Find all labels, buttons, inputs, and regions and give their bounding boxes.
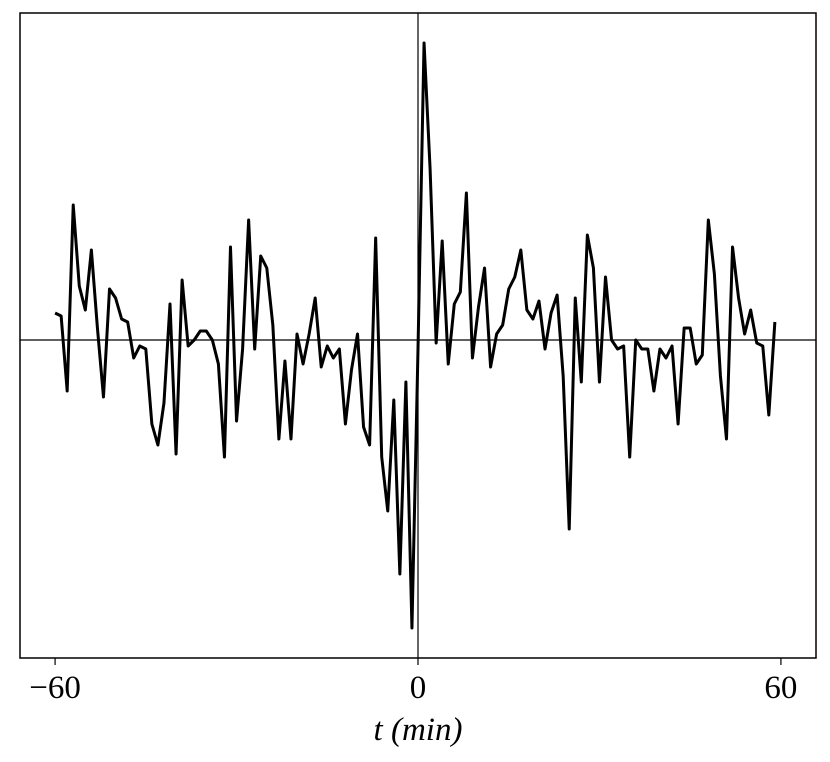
x-tick-label: −60 — [29, 670, 81, 706]
data-line — [54, 41, 777, 630]
x-axis-label: t (min) — [374, 712, 463, 748]
plot-frame — [19, 12, 817, 659]
x-tick-label: 0 — [410, 670, 427, 706]
x-tick-label: 60 — [764, 670, 797, 706]
